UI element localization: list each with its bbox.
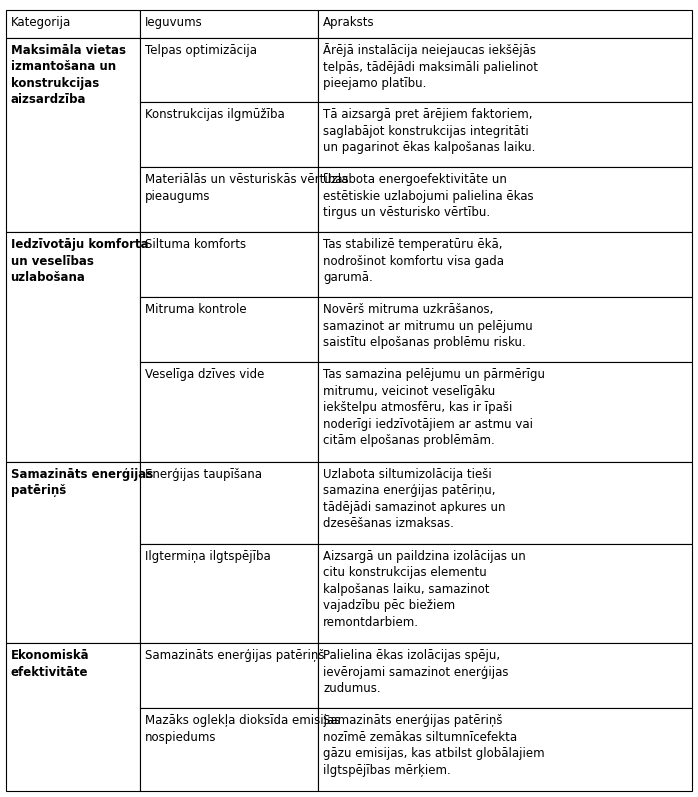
Bar	[318, 544, 692, 643]
Bar	[140, 643, 318, 709]
Bar	[140, 461, 318, 544]
Bar	[318, 643, 692, 709]
Text: Mitruma kontrole: Mitruma kontrole	[144, 303, 246, 316]
Bar	[318, 37, 692, 103]
Text: Siltuma komforts: Siltuma komforts	[144, 238, 246, 251]
Text: Materiālās un vēsturiskās vērtības
pieaugums: Materiālās un vēsturiskās vērtības pieau…	[144, 174, 348, 203]
Text: Iedzīvotāju komforta
un veselības
uzlabošana: Iedzīvotāju komforta un veselības uzlabo…	[10, 238, 148, 285]
Bar	[140, 103, 318, 167]
Text: Ieguvums: Ieguvums	[144, 16, 202, 29]
Text: Tas samazina pelējumu un pārmērīgu
mitrumu, veicinot veselīgāku
iekštelpu atmosf: Tas samazina pelējumu un pārmērīgu mitru…	[323, 368, 545, 447]
Bar	[318, 362, 692, 461]
Bar	[6, 643, 140, 791]
Bar	[6, 232, 140, 461]
Text: Kategorija: Kategorija	[10, 16, 70, 29]
Text: Apraksts: Apraksts	[323, 16, 375, 29]
Bar	[140, 10, 318, 37]
Bar	[318, 167, 692, 232]
Bar	[318, 103, 692, 167]
Text: Uzlabota energoefektivitāte un
estētiskie uzlabojumi palielina ēkas
tirgus un vē: Uzlabota energoefektivitāte un estētiski…	[323, 174, 534, 219]
Text: Ārējā instalācija neiejaucas iekšējās
telpās, tādējādi maksimāli palielinot
piee: Ārējā instalācija neiejaucas iekšējās te…	[323, 44, 538, 91]
Text: Samazināts enerģijas
patēriņš: Samazināts enerģijas patēriņš	[10, 468, 153, 497]
Bar	[6, 10, 140, 37]
Text: Aizsargā un paildzina izolācijas un
citu konstrukcijas elementu
kalpošanas laiku: Aizsargā un paildzina izolācijas un citu…	[323, 550, 526, 629]
Bar	[318, 232, 692, 297]
Bar	[6, 37, 140, 232]
Text: Samazināts enerģijas patēriņš
nozīmē zemākas siltumnīcefekta
gāzu emisijas, kas : Samazināts enerģijas patēriņš nozīmē zem…	[323, 714, 544, 777]
Bar	[140, 37, 318, 103]
Text: Maksimāla vietas
izmantošana un
konstrukcijas
aizsardzība: Maksimāla vietas izmantošana un konstruk…	[10, 44, 126, 106]
Bar	[6, 461, 140, 643]
Text: Ekonomiskā
efektivitāte: Ekonomiskā efektivitāte	[10, 650, 89, 679]
Bar	[140, 544, 318, 643]
Text: Mazāks oglekļa dioksīda emisijas
nospiedums: Mazāks oglekļa dioksīda emisijas nospied…	[144, 714, 340, 744]
Bar	[140, 297, 318, 362]
Bar	[140, 232, 318, 297]
Bar	[318, 297, 692, 362]
Text: Ilgtermiņa ilgtspējība: Ilgtermiņa ilgtspējība	[144, 550, 270, 563]
Text: Palielina ēkas izolācijas spēju,
ievērojami samazinot enerģijas
zudumus.: Palielina ēkas izolācijas spēju, ievēroj…	[323, 650, 509, 696]
Bar	[318, 461, 692, 544]
Bar	[140, 709, 318, 791]
Text: Telpas optimizācija: Telpas optimizācija	[144, 44, 257, 57]
Text: Enerģijas taupīšana: Enerģijas taupīšana	[144, 468, 262, 481]
Text: Tā aizsargā pret ārējiem faktoriem,
saglabājot konstrukcijas integritāti
un paga: Tā aizsargā pret ārējiem faktoriem, sagl…	[323, 108, 535, 155]
Text: Samazināts enerģijas patēriņš: Samazināts enerģijas patēriņš	[144, 650, 324, 662]
Text: Uzlabota siltumizolācija tieši
samazina enerģijas patēriņu,
tādējādi samazinot a: Uzlabota siltumizolācija tieši samazina …	[323, 468, 505, 530]
Bar	[140, 362, 318, 461]
Text: Konstrukcijas ilgmūžība: Konstrukcijas ilgmūžība	[144, 108, 284, 121]
Bar	[140, 167, 318, 232]
Text: Veselīga dzīves vide: Veselīga dzīves vide	[144, 368, 264, 381]
Text: Novērš mitruma uzkrāšanos,
samazinot ar mitrumu un pelējumu
saistītu elpošanas p: Novērš mitruma uzkrāšanos, samazinot ar …	[323, 303, 533, 349]
Text: Tas stabilizē temperatūru ēkā,
nodrošinot komfortu visa gada
garumā.: Tas stabilizē temperatūru ēkā, nodrošino…	[323, 238, 504, 285]
Bar	[318, 10, 692, 37]
Bar	[318, 709, 692, 791]
